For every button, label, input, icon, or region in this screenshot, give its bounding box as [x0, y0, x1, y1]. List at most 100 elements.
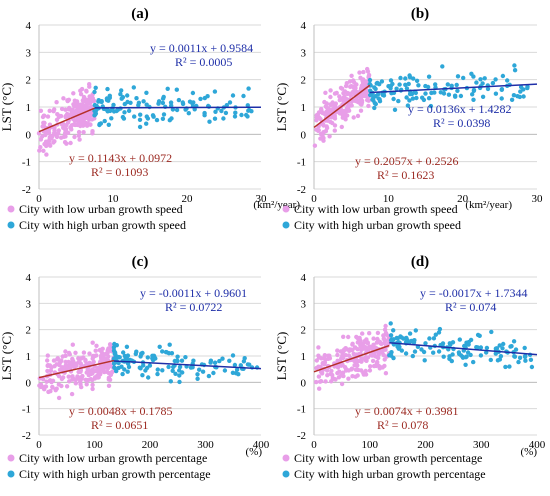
r2-high: R² = 0.0722: [165, 300, 222, 314]
data-point-high: [414, 78, 420, 84]
data-point-low: [43, 132, 48, 138]
data-point-high: [140, 373, 145, 378]
data-point-high: [426, 96, 432, 101]
trend-line-high: [94, 106, 262, 109]
data-point-low: [54, 100, 59, 105]
data-point-high: [416, 83, 421, 88]
data-point-low: [335, 352, 340, 358]
data-point-low: [104, 365, 109, 370]
data-point-high: [397, 344, 402, 350]
data-point-high: [245, 362, 251, 367]
data-point-low: [371, 342, 376, 347]
trend-line-low: [313, 344, 390, 373]
data-point-high: [111, 109, 117, 114]
data-point-low: [88, 377, 94, 382]
equation-high: y = 0.0136x + 1.4282: [408, 102, 512, 116]
data-point-high: [409, 338, 414, 344]
data-point-low: [339, 356, 344, 361]
data-point-low: [38, 145, 43, 150]
y-tick-label: 0: [301, 129, 307, 141]
y-tick-label: 0: [26, 129, 32, 141]
data-point-low: [83, 357, 88, 363]
data-point-low: [353, 89, 359, 94]
data-point-low: [92, 353, 98, 359]
data-point-high: [208, 360, 213, 365]
data-point-high: [503, 364, 508, 370]
data-point-high: [493, 91, 499, 96]
data-point-low: [363, 345, 368, 350]
legend-label-low: City with low urban growth percentage: [294, 451, 482, 465]
data-point-low: [90, 131, 95, 136]
data-point-high: [114, 354, 119, 360]
trend-line-high: [369, 83, 538, 94]
data-point-low: [61, 96, 66, 101]
data-point-low: [59, 376, 65, 382]
data-point-low: [320, 133, 325, 138]
data-point-low: [358, 75, 363, 81]
legend-label-low: City with low urban growth percentage: [19, 451, 207, 465]
data-point-high: [124, 344, 130, 349]
data-point-high: [449, 358, 454, 364]
data-point-low: [38, 108, 44, 114]
data-point-high: [111, 102, 116, 108]
data-point-high: [454, 82, 459, 88]
equation-high: y = -0.0011x + 0.9601: [140, 286, 247, 300]
data-point-high: [195, 372, 200, 377]
data-point-low: [66, 97, 72, 103]
data-point-high: [373, 101, 378, 107]
y-axis-label: LST (°C): [274, 332, 289, 381]
data-point-low: [45, 358, 50, 363]
data-point-low: [50, 385, 55, 390]
data-point-low: [84, 88, 89, 94]
data-point-low: [86, 373, 92, 378]
data-point-low: [45, 114, 51, 119]
data-point-high: [188, 365, 194, 370]
data-point-high: [511, 339, 517, 344]
data-point-low: [329, 115, 334, 120]
data-point-low: [81, 350, 87, 355]
data-point-high: [436, 330, 442, 335]
data-point-high: [413, 90, 418, 96]
data-point-high: [168, 379, 173, 384]
trend-line-high: [389, 341, 538, 356]
legend-marker-low: [7, 454, 15, 462]
data-point-high: [471, 359, 476, 365]
data-point-high: [198, 96, 203, 102]
data-point-high: [144, 90, 149, 96]
data-point-high: [180, 101, 186, 107]
data-point-high: [177, 379, 182, 385]
data-point-high: [525, 85, 530, 91]
data-point-low: [358, 108, 364, 113]
data-point-low: [83, 377, 88, 382]
data-point-high: [217, 358, 222, 364]
data-point-low: [329, 368, 334, 374]
data-point-low: [42, 384, 47, 390]
data-point-high: [521, 87, 526, 92]
data-point-high: [529, 364, 535, 370]
data-point-high: [169, 103, 174, 108]
data-point-low: [319, 371, 325, 376]
data-point-low: [323, 379, 328, 384]
data-point-high: [92, 89, 97, 95]
data-point-low: [56, 395, 62, 401]
data-point-low: [383, 323, 388, 329]
data-point-high: [405, 103, 411, 108]
r2-low: R² = 0.078: [377, 418, 428, 432]
data-point-low: [89, 104, 94, 110]
data-point-high: [396, 98, 401, 104]
data-point-low: [87, 82, 92, 87]
legend-label-high: City with high urban growth percentage: [294, 467, 486, 481]
data-point-high: [388, 321, 393, 326]
data-point-high: [246, 108, 251, 113]
data-point-high: [174, 107, 180, 113]
data-point-low: [328, 102, 333, 108]
data-point-low: [63, 349, 68, 354]
data-point-high: [389, 350, 394, 355]
r2-high: R² = 0.0398: [433, 116, 490, 130]
data-point-low: [93, 348, 98, 353]
trend-line-low: [38, 359, 115, 379]
data-point-low: [38, 137, 44, 142]
data-point-low: [341, 373, 346, 379]
data-point-low: [78, 379, 83, 384]
